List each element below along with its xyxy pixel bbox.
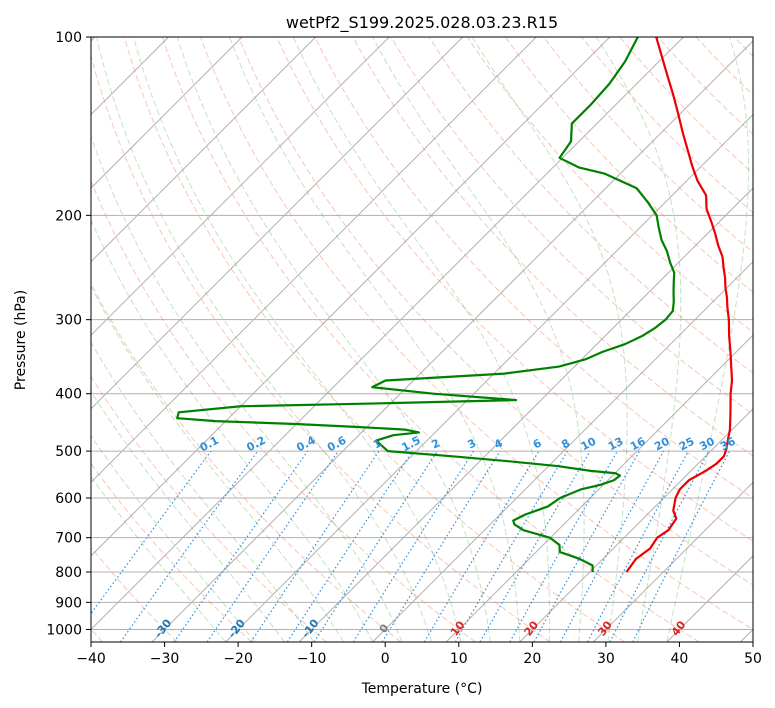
dry-adiabat-line (91, 282, 402, 642)
x-tick-label: 40 (671, 651, 689, 667)
mixing-ratio-line (533, 450, 641, 642)
mixing-ratio-line (119, 450, 259, 642)
mixing-ratio-label: 13 (606, 435, 626, 454)
isotherm-line (372, 260, 753, 642)
x-tick-label: 50 (744, 651, 762, 667)
mixing-ratio-line (632, 450, 731, 642)
y-tick-label: 900 (55, 595, 82, 611)
y-tick-label: 100 (55, 30, 82, 46)
dry-adiabat-line (314, 37, 753, 499)
dry-adiabat-line (466, 37, 753, 333)
mixing-ratio-label: 20 (652, 435, 672, 454)
moist-adiabat-line (91, 434, 256, 642)
x-tick-label: 30 (597, 651, 615, 667)
x-tick-label: 20 (523, 651, 541, 667)
mixing-ratio-label: 30 (697, 435, 717, 454)
moist-adiabat-line (91, 390, 285, 642)
moist-adiabat-line (471, 37, 628, 642)
moist-adiabat-line (372, 37, 585, 642)
mixing-ratio-label: 25 (677, 435, 697, 454)
isotherm-line (91, 37, 684, 631)
y-tick-label: 800 (55, 565, 82, 581)
temperature-profile-line (625, 37, 734, 573)
isotherm-line (91, 37, 390, 336)
dry-adiabat-line (505, 37, 753, 293)
mixing-ratio-line (206, 450, 339, 642)
mixing-ratio-label: 36 (718, 435, 738, 454)
dry-adiabat-line (91, 546, 178, 642)
mixing-ratio-label: 16 (628, 435, 648, 454)
dry-adiabat-line (428, 37, 753, 374)
dry-adiabat-line (200, 37, 753, 631)
moist-adiabat-line (292, 37, 550, 642)
moist-adiabat-line (96, 37, 432, 642)
dry-adiabat-line (91, 179, 476, 642)
y-axis-label: Pressure (hPa) (13, 290, 29, 390)
axes: −40 −30 −20 −10 0 10 20 30 40 50 1000 900 800 700 600 5… (46, 30, 762, 667)
y-tick-label: 1000 (46, 622, 82, 638)
dry-adiabat-line (390, 37, 753, 415)
isotherm-line (91, 37, 464, 410)
isotherm-line (91, 37, 611, 557)
isotherm-line (519, 408, 753, 642)
x-tick-label: 10 (450, 651, 468, 667)
y-tick-label: 300 (55, 313, 82, 329)
mixing-ratio-line (381, 450, 501, 642)
x-tick-label: −30 (150, 651, 180, 667)
moist-adiabat-line (229, 37, 521, 642)
dry-adiabat-line (276, 37, 753, 542)
moist-adiabat-line (91, 285, 344, 642)
moist-adiabat-line (91, 218, 374, 642)
dewpoint-profile-line (176, 37, 676, 573)
plot-frame (90, 36, 754, 643)
y-tick-label: 600 (55, 491, 82, 507)
isotherm-line (91, 37, 243, 189)
mixing-ratio-line (250, 450, 380, 642)
dry-adiabat-line (123, 37, 625, 642)
mixing-ratio-line (286, 450, 414, 642)
mixing-ratio-line (559, 450, 665, 642)
isotherm-line (298, 187, 753, 642)
x-tick-label: 0 (381, 651, 390, 667)
dry-adiabat-line (91, 462, 253, 642)
isotherm-line (91, 37, 537, 484)
isotherm-line (91, 37, 317, 263)
mixing-ratio-line (313, 450, 438, 642)
mixing-ratio-line (173, 450, 309, 642)
mixing-ratio-line (509, 450, 618, 642)
isotherm-line (592, 481, 753, 642)
mixing-ratio-line (91, 450, 212, 615)
dry-adiabat-line (91, 54, 551, 642)
isotherm-line (151, 40, 753, 642)
x-tick-label: −20 (223, 651, 253, 667)
moist-adiabat-line (595, 37, 682, 642)
dry-adiabat-line (91, 375, 327, 642)
moist-adiabat-line (91, 475, 226, 642)
x-tick-label: −40 (76, 651, 106, 667)
x-axis-label: Temperature (°C) (361, 681, 483, 697)
moist-adiabat-line (666, 37, 750, 642)
isotherm-line (225, 113, 753, 642)
moist-adiabat-line (91, 134, 403, 642)
y-tick-label: 200 (55, 208, 82, 224)
mixing-ratio-label: 10 (579, 435, 599, 454)
y-tick-label: 400 (55, 387, 82, 403)
plot-area (91, 37, 753, 642)
moist-adiabat-line (133, 37, 462, 642)
chart-title: wetPf2_S199.2025.028.03.23.R15 (286, 13, 558, 33)
dry-adiabat-line (238, 37, 753, 586)
isotherm-line (445, 334, 753, 642)
y-tick-label: 700 (55, 531, 82, 547)
dry-adiabat-line (161, 37, 700, 642)
y-tick-label: 500 (55, 444, 82, 460)
x-tick-label: −10 (297, 651, 327, 667)
